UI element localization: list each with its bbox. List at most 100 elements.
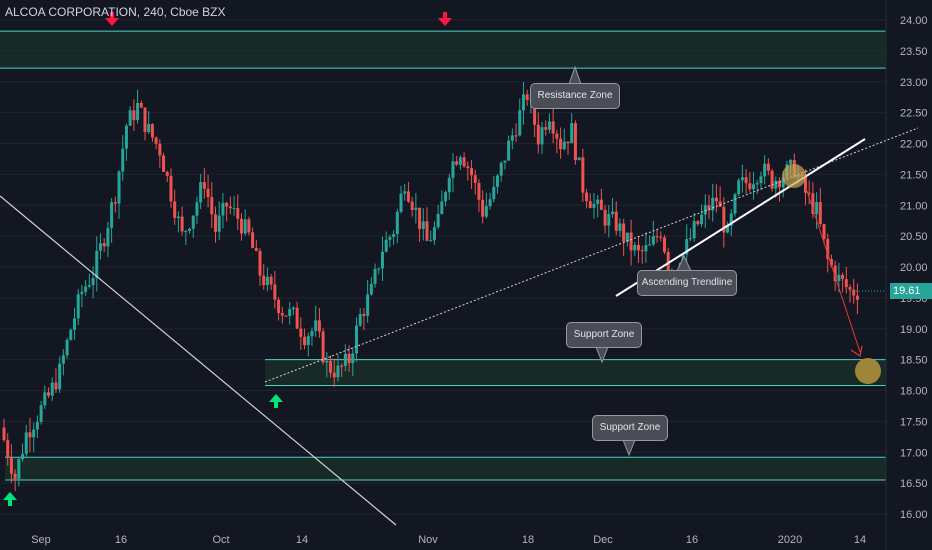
candle-body <box>803 175 807 193</box>
candle-body <box>418 207 422 229</box>
candle-body <box>384 239 388 252</box>
candle-body <box>165 171 169 176</box>
down-arrow-head <box>438 18 452 26</box>
candle-body <box>195 202 199 216</box>
candle-body <box>254 247 258 251</box>
candle-body <box>696 221 700 225</box>
ascending-trendline <box>615 138 866 297</box>
candle-body <box>484 206 488 217</box>
candle-body <box>778 180 781 188</box>
candle-body <box>829 259 833 266</box>
candle-body <box>740 177 744 181</box>
candle-body <box>781 177 785 188</box>
candle-body <box>818 202 822 225</box>
y-tick-label: 16.50 <box>900 478 928 490</box>
support-zone-callout-lower[interactable]: Support Zone <box>592 415 668 441</box>
candle-body <box>169 175 173 202</box>
candle-body <box>228 206 232 209</box>
y-axis[interactable]: 24.00 23.50 23.00 22.50 22.00 21.50 21.00 20.50… <box>885 0 928 550</box>
x-axis[interactable]: Sep 16 Oct 14 Nov 18 Dec 16 2020 14 <box>31 534 866 546</box>
candle-body <box>507 140 511 161</box>
candle-body <box>347 353 351 364</box>
candle-body <box>755 183 759 185</box>
candle-body <box>314 320 318 331</box>
candle-body <box>622 223 626 242</box>
candle-body <box>625 232 629 242</box>
target-circle <box>855 358 881 384</box>
candle-body <box>581 157 585 193</box>
candle-body <box>9 457 13 474</box>
candle-body <box>611 211 615 215</box>
candle-body <box>154 137 158 144</box>
candle-body <box>251 232 255 248</box>
candle-body <box>711 197 715 211</box>
ascending-trendline-callout[interactable]: Ascending Trendline <box>637 270 737 296</box>
candle-body <box>588 201 592 208</box>
candle-body <box>21 453 25 460</box>
candle-body <box>329 360 333 373</box>
candle-body <box>837 274 841 281</box>
candle-body <box>388 236 392 240</box>
candle-body <box>262 275 266 286</box>
candle-body <box>132 110 136 121</box>
candle-body <box>536 124 540 145</box>
y-tick-label: 17.00 <box>900 447 928 459</box>
candle-body <box>98 243 102 251</box>
candle-body <box>752 184 756 190</box>
candle-body <box>603 209 607 226</box>
last-price-tag: 19.61 <box>890 283 932 299</box>
candle-body <box>540 127 544 145</box>
candle-body <box>514 135 518 137</box>
candle-body <box>815 202 819 214</box>
candle-body <box>826 238 830 260</box>
up-arrow-head <box>3 492 17 500</box>
candle-body <box>355 325 358 354</box>
candle-body <box>662 237 666 252</box>
candle-body <box>770 170 774 189</box>
x-tick-label: Dec <box>593 534 613 546</box>
projection-arrow-line <box>805 187 861 353</box>
candle-body <box>184 230 188 232</box>
candle-body <box>410 201 414 211</box>
candle-body <box>221 202 225 216</box>
candle-body <box>436 214 440 228</box>
candle-body <box>150 124 154 138</box>
down-arrow-stem <box>443 12 447 19</box>
candle-body <box>380 251 384 269</box>
candle-body <box>473 175 477 184</box>
y-tick-label: 22.50 <box>900 108 928 120</box>
candle-body <box>633 244 637 251</box>
candle-body <box>117 171 121 204</box>
candle-body <box>414 207 418 211</box>
candle-body <box>722 206 726 233</box>
candle-body <box>748 183 752 190</box>
candle-body <box>247 219 251 233</box>
candle-body <box>707 205 711 211</box>
candle-body <box>106 227 110 247</box>
candle-body <box>555 133 559 139</box>
y-tick-label: 17.50 <box>900 416 928 428</box>
x-tick-label: Sep <box>31 534 51 546</box>
candle-body <box>139 102 143 108</box>
y-tick-label: 20.00 <box>900 262 928 274</box>
candle-body <box>432 227 436 241</box>
candle-body <box>43 392 47 406</box>
candle-body <box>440 201 444 215</box>
candle-body <box>737 180 741 195</box>
drawing-overlay <box>0 12 919 526</box>
up-arrow-stem <box>8 499 12 506</box>
support-zone-callout-upper[interactable]: Support Zone <box>566 322 642 348</box>
x-tick-label: Oct <box>212 534 229 546</box>
y-tick-label: 22.00 <box>900 139 928 151</box>
candle-body <box>180 216 184 232</box>
resistance-zone-callout[interactable]: Resistance Zone <box>530 83 620 109</box>
candle-body <box>76 294 80 319</box>
candle-body <box>199 182 203 203</box>
candle-body <box>470 168 474 176</box>
candle-body <box>499 162 503 176</box>
candle-body <box>651 236 655 245</box>
candle-body <box>343 353 347 367</box>
candle-body <box>466 166 470 169</box>
zones <box>0 30 886 481</box>
